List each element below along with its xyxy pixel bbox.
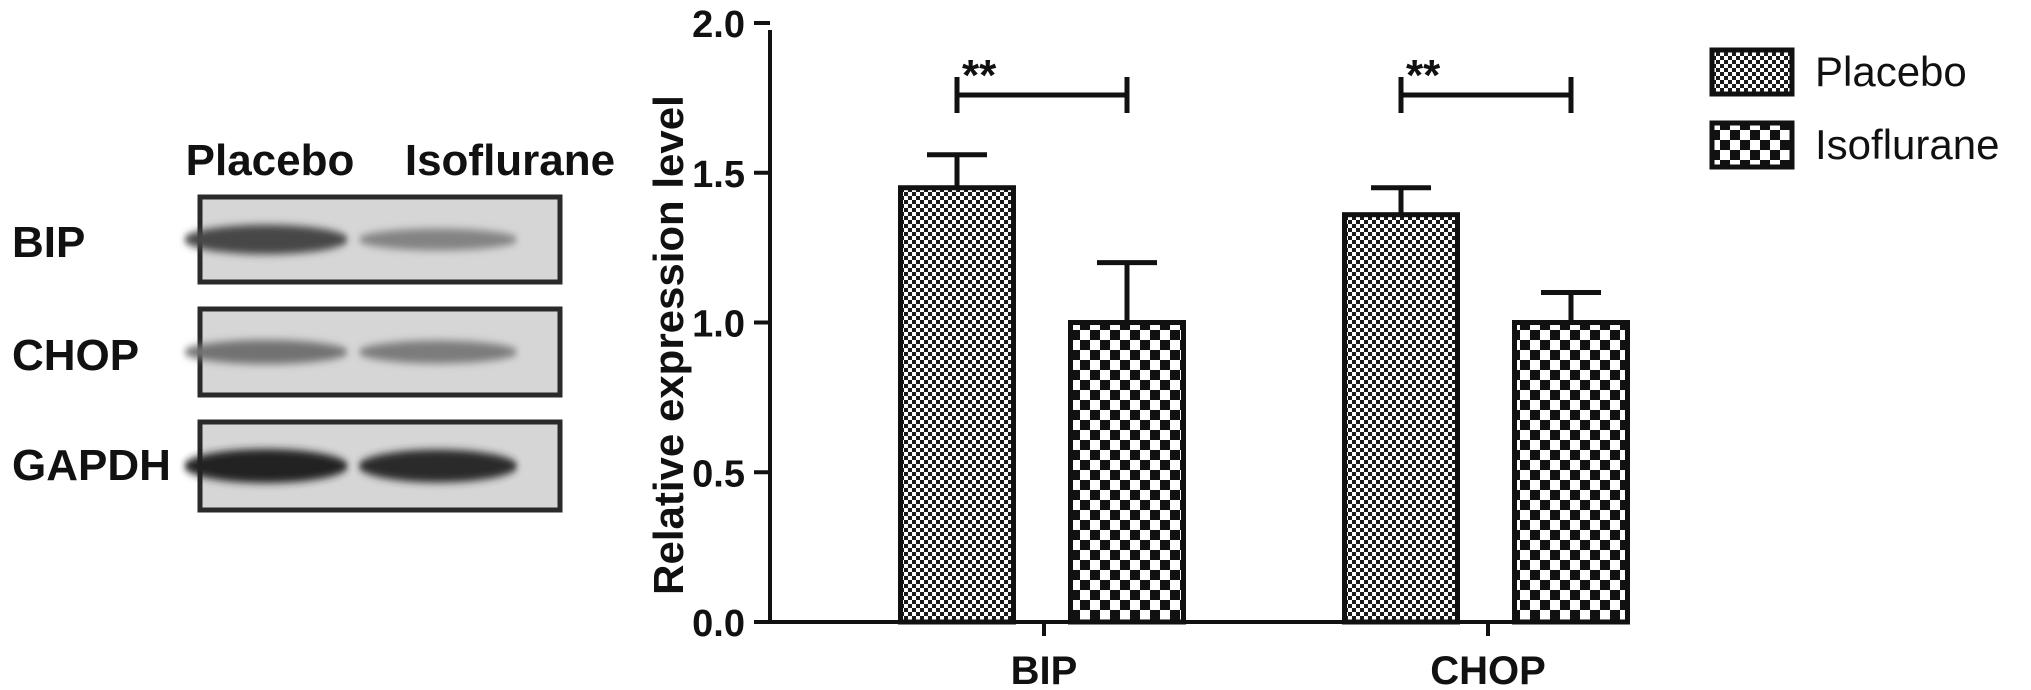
blot-band-chop-placebo [184,339,348,365]
y-tick-label: 0.5 [692,453,745,495]
y-tick-label: 1.0 [692,304,745,346]
bar-chop-placebo [1342,212,1460,625]
bar-chart: Relative expression level 0.0 0.5 1.0 1.5 2.… [645,4,1999,690]
blot-band-gapdh-isoflurane [358,449,518,483]
blot-band-chop-isoflurane [358,340,518,364]
western-blot-panel: Placebo Isoflurane BIP CHOP GAPDH [12,136,615,513]
blot-row-label-gapdh: GAPDH [12,441,171,490]
blot-band-bip-placebo [184,224,348,255]
y-tick-label: 0.0 [692,603,745,645]
lane-label-placebo: Placebo [186,136,355,185]
blot-band-gapdh-placebo [184,449,348,483]
legend-label-placebo: Placebo [1815,48,1967,95]
x-tick-label-chop: CHOP [1430,649,1546,690]
lane-label-isoflurane: Isoflurane [405,136,615,185]
significance-bracket-chop [1398,77,1574,113]
y-tick-label: 1.5 [692,154,745,196]
legend: Placebo Isoflurane [1709,47,1999,170]
significance-label-bip: ** [962,51,997,100]
blot-row-label-bip: BIP [12,218,85,267]
y-axis-label: Relative expression level [645,95,692,595]
bar-bip-isoflurane [1068,320,1186,625]
blot-row-label-chop: CHOP [12,331,139,380]
x-tick-label-bip: BIP [1011,649,1078,690]
legend-swatch-placebo [1709,47,1795,97]
bar-bip-placebo [898,185,1016,625]
bar-chop-isoflurane [1512,320,1630,625]
y-tick-label: 2.0 [692,4,745,46]
legend-label-isoflurane: Isoflurane [1815,121,1999,168]
significance-bracket-bip [954,77,1130,113]
legend-swatch-isoflurane [1709,120,1795,170]
significance-label-chop: ** [1406,51,1441,100]
blot-band-bip-isoflurane [358,228,518,251]
